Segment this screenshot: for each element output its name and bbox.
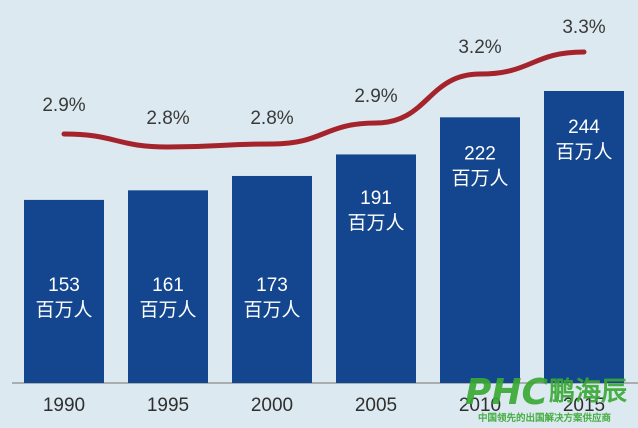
bar-unit-label: 百万人 xyxy=(451,167,508,189)
bar-value-label: 161 xyxy=(152,275,184,296)
bar-2015 xyxy=(544,91,624,383)
x-tick-label: 2005 xyxy=(355,395,397,416)
bar-1990 xyxy=(24,199,104,383)
bar-value-label: 222 xyxy=(464,143,496,164)
x-tick-label: 2010 xyxy=(459,395,501,416)
growth-percent-label: 2.8% xyxy=(250,108,293,129)
bar-2000 xyxy=(232,175,312,383)
growth-percent-labels: 2.9% 2.8% 2.8% 2.9% 3.2% 3.3% xyxy=(42,17,605,129)
growth-line-layer xyxy=(61,49,587,150)
bar-value-label: 153 xyxy=(48,275,80,296)
bar-1995 xyxy=(128,190,208,383)
x-tick-labels: 1990 1995 2000 2005 2010 2015 xyxy=(43,395,605,416)
watermark-tagline: 中国领先的出国解决方案供应商 xyxy=(478,412,612,424)
bar-value-label: 244 xyxy=(568,117,600,138)
watermark-brand: PHC xyxy=(465,372,549,413)
bar-unit-label: 百万人 xyxy=(347,212,404,234)
bar-2005 xyxy=(336,154,416,383)
bar-value-label: 173 xyxy=(256,275,288,296)
bar-2010 xyxy=(440,117,520,383)
growth-percent-label: 3.3% xyxy=(562,17,605,38)
x-tick-label: 1995 xyxy=(147,395,189,416)
growth-percent-label: 2.9% xyxy=(42,95,85,116)
phc-watermark-logo: PHC 鹏海辰 中国领先的出国解决方案供应商 xyxy=(465,372,627,424)
x-tick-label: 2000 xyxy=(251,395,293,416)
watermark-brand-cn: 鹏海辰 xyxy=(549,377,627,407)
bar-unit-label: 百万人 xyxy=(139,299,196,321)
bar-value-labels: 153 百万人 161 百万人 173 百万人 191 百万人 222 百万人 244 百万人 xyxy=(35,117,612,321)
growth-percent-label: 3.2% xyxy=(458,37,501,58)
bar-unit-label: 百万人 xyxy=(555,141,612,163)
bars xyxy=(24,91,624,383)
x-tick-label: 2015 xyxy=(563,395,605,416)
x-tick-label: 1990 xyxy=(43,395,85,416)
bar-unit-label: 百万人 xyxy=(243,299,300,321)
bar-value-label: 191 xyxy=(360,188,392,209)
growth-percent-label: 2.9% xyxy=(354,86,397,107)
growth-percent-label: 2.8% xyxy=(146,108,189,129)
growth-line xyxy=(61,49,587,150)
bar-unit-label: 百万人 xyxy=(35,299,92,321)
